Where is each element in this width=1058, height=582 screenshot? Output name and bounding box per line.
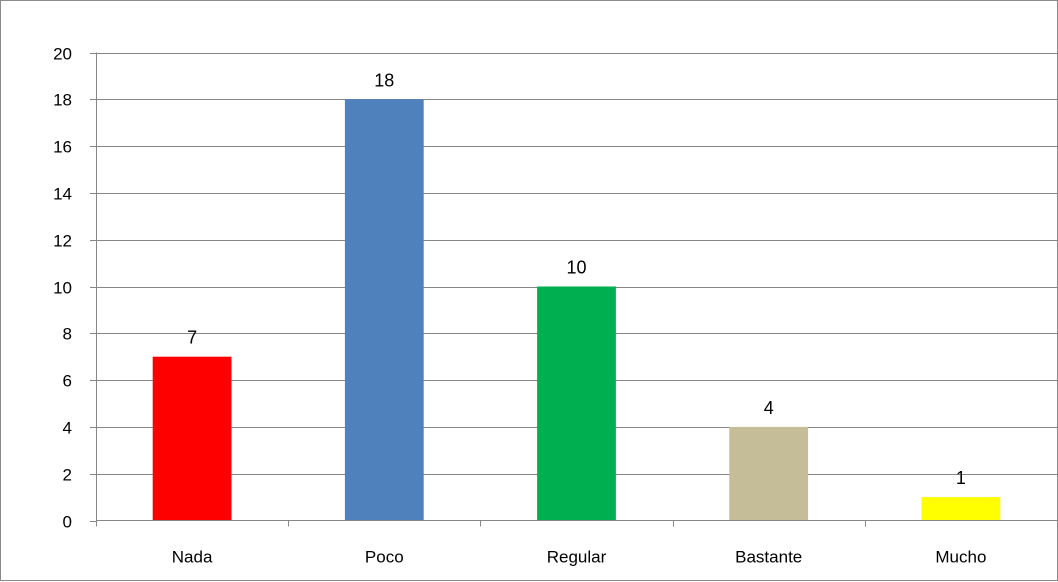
y-tick-label-8: 8 — [63, 325, 72, 344]
y-tick-label-0: 0 — [63, 513, 72, 532]
y-tick-labels: 0 2 4 6 8 10 12 14 16 18 20 — [53, 45, 72, 532]
axes — [90, 52, 1058, 527]
y-tick-label-14: 14 — [53, 185, 72, 204]
data-label-bastante: 4 — [764, 398, 774, 418]
y-tick-label-10: 10 — [53, 279, 72, 298]
data-label-poco: 18 — [374, 70, 394, 90]
bars — [152, 99, 1001, 521]
x-category-label-poco: Poco — [365, 548, 404, 567]
x-category-labels: Nada Poco Regular Bastante Mucho — [172, 548, 987, 567]
data-label-regular: 10 — [566, 258, 586, 278]
x-category-label-bastante: Bastante — [735, 548, 802, 567]
x-category-label-mucho: Mucho — [935, 548, 986, 567]
x-category-label-regular: Regular — [547, 548, 607, 567]
data-label-mucho: 1 — [956, 468, 966, 488]
bar-nada — [152, 356, 232, 521]
y-tick-label-2: 2 — [63, 466, 72, 485]
y-tick-label-4: 4 — [63, 419, 72, 438]
y-tick-label-12: 12 — [53, 232, 72, 251]
y-tick-label-18: 18 — [53, 91, 72, 110]
data-labels: 7 18 10 4 1 — [187, 70, 966, 488]
y-tick-label-6: 6 — [63, 372, 72, 391]
bar-regular — [537, 286, 616, 521]
y-tick-label-20: 20 — [53, 45, 72, 64]
bar-mucho — [921, 497, 1001, 521]
y-tick-label-16: 16 — [53, 138, 72, 157]
bar-poco — [344, 99, 424, 521]
data-label-nada: 7 — [187, 328, 197, 348]
bar-bastante — [729, 426, 809, 521]
x-category-label-nada: Nada — [172, 548, 213, 567]
